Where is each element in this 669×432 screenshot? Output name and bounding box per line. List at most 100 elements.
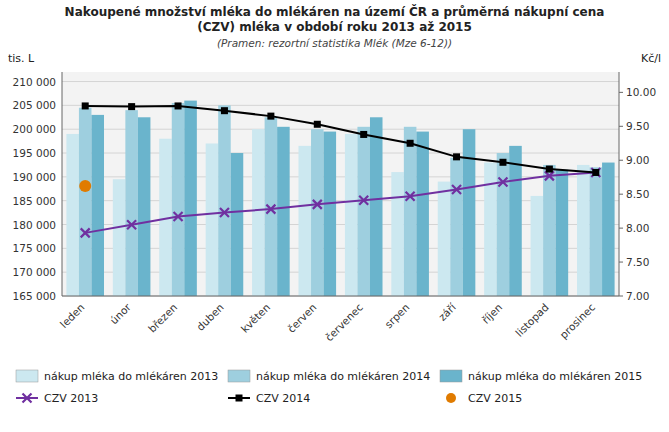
bar xyxy=(509,146,522,296)
grid-line xyxy=(62,81,619,82)
x-tick-label: červen xyxy=(285,301,319,335)
marker xyxy=(498,177,507,186)
marker xyxy=(452,185,461,194)
marker xyxy=(79,180,91,192)
y-tick-label: 210 000 xyxy=(13,76,56,88)
legend-swatch xyxy=(440,370,462,382)
title: Nakoupené množství mléka do mlékáren na … xyxy=(65,4,605,19)
y2-axis-line xyxy=(619,72,620,296)
y2-tick xyxy=(619,92,623,93)
bar xyxy=(357,127,370,296)
bar xyxy=(577,165,590,296)
x-axis-line xyxy=(62,296,619,297)
bar xyxy=(450,158,463,296)
bar xyxy=(497,153,510,296)
y-tick-label: 190 000 xyxy=(13,171,56,183)
x-tick-label: únor xyxy=(108,300,134,326)
bar xyxy=(206,143,219,296)
bar xyxy=(416,132,429,296)
x-tick-label: listopad xyxy=(513,301,551,339)
bar xyxy=(252,129,265,296)
marker xyxy=(127,220,136,229)
bar xyxy=(298,146,311,296)
y-tick-label: 200 000 xyxy=(13,123,56,135)
legend-swatch xyxy=(16,370,38,382)
bar xyxy=(602,163,615,296)
marker xyxy=(546,166,553,173)
legend-marker xyxy=(236,395,243,402)
y2-tick xyxy=(619,296,623,297)
marker xyxy=(360,131,367,138)
y2-tick-label: 9.00 xyxy=(626,154,649,166)
x-tick-label: březen xyxy=(146,301,180,335)
bar xyxy=(91,115,104,296)
bar xyxy=(404,127,417,296)
y-tick-label: 175 000 xyxy=(13,242,56,254)
bar xyxy=(590,167,603,296)
y-axis-label: tis. L xyxy=(8,52,35,65)
y2-axis-label: Kč/l xyxy=(641,52,661,65)
bar xyxy=(125,110,138,296)
legend: nákup mléka do mlékáren 2013 nákup mléka … xyxy=(16,370,642,405)
marker xyxy=(407,140,414,147)
y2-tick xyxy=(619,262,623,263)
legend-marker xyxy=(446,393,456,403)
x-tick-label: prosinec xyxy=(557,301,597,341)
marker xyxy=(175,102,182,109)
x-tick-label: září xyxy=(436,300,459,323)
y2-tick-label: 10.00 xyxy=(626,86,656,98)
bar xyxy=(113,179,126,296)
y2-tick-label: 8.00 xyxy=(626,222,649,234)
marker xyxy=(128,103,135,110)
y2-tick xyxy=(619,228,623,229)
y-tick-label: 185 000 xyxy=(13,195,56,207)
marker xyxy=(221,107,228,114)
x-tick-label: duben xyxy=(194,301,226,333)
bar xyxy=(265,117,278,296)
legend-label: CZV 2015 xyxy=(468,392,522,405)
y-tick-label: 205 000 xyxy=(13,99,56,111)
marker xyxy=(220,208,229,217)
bar xyxy=(172,103,185,296)
marker xyxy=(591,168,600,177)
legend-swatch xyxy=(228,370,250,382)
bar xyxy=(184,101,197,296)
y2-tick xyxy=(619,160,623,161)
marker xyxy=(453,153,460,160)
y2-tick xyxy=(619,194,623,195)
x-tick-label: květen xyxy=(238,301,272,335)
bar xyxy=(543,165,556,296)
subtitle: (Pramen: rezortní statistika Mlék (Mze 6… xyxy=(217,37,452,49)
x-tick-label: leden xyxy=(58,301,87,330)
bar xyxy=(463,129,476,296)
legend-label: CZV 2014 xyxy=(256,392,310,405)
y-axis-line xyxy=(62,72,63,296)
y2-tick xyxy=(619,126,623,127)
marker xyxy=(266,205,275,214)
bar xyxy=(231,153,244,296)
line xyxy=(85,106,596,173)
marker xyxy=(174,212,183,221)
marker xyxy=(82,102,89,109)
bar xyxy=(277,127,290,296)
legend-marker xyxy=(23,394,32,403)
legend-label: nákup mléka do mlékáren 2013 xyxy=(44,370,218,383)
bar xyxy=(66,134,79,296)
marker xyxy=(314,121,321,128)
legend-label: nákup mléka do mlékáren 2015 xyxy=(468,370,642,383)
bar xyxy=(370,117,383,296)
marker xyxy=(81,228,90,237)
line xyxy=(85,172,596,232)
bar xyxy=(324,132,337,296)
grid-line xyxy=(62,296,619,297)
legend-label: nákup mléka do mlékáren 2014 xyxy=(256,370,430,383)
y-tick-label: 180 000 xyxy=(13,219,56,231)
y2-tick-label: 7.50 xyxy=(626,256,649,268)
bar xyxy=(138,117,151,296)
x-tick-label: říjen xyxy=(479,301,504,326)
y-tick-label: 195 000 xyxy=(13,147,56,159)
bar xyxy=(311,129,324,296)
marks xyxy=(66,101,614,296)
marker xyxy=(545,171,554,180)
y-tick-label: 170 000 xyxy=(13,266,56,278)
